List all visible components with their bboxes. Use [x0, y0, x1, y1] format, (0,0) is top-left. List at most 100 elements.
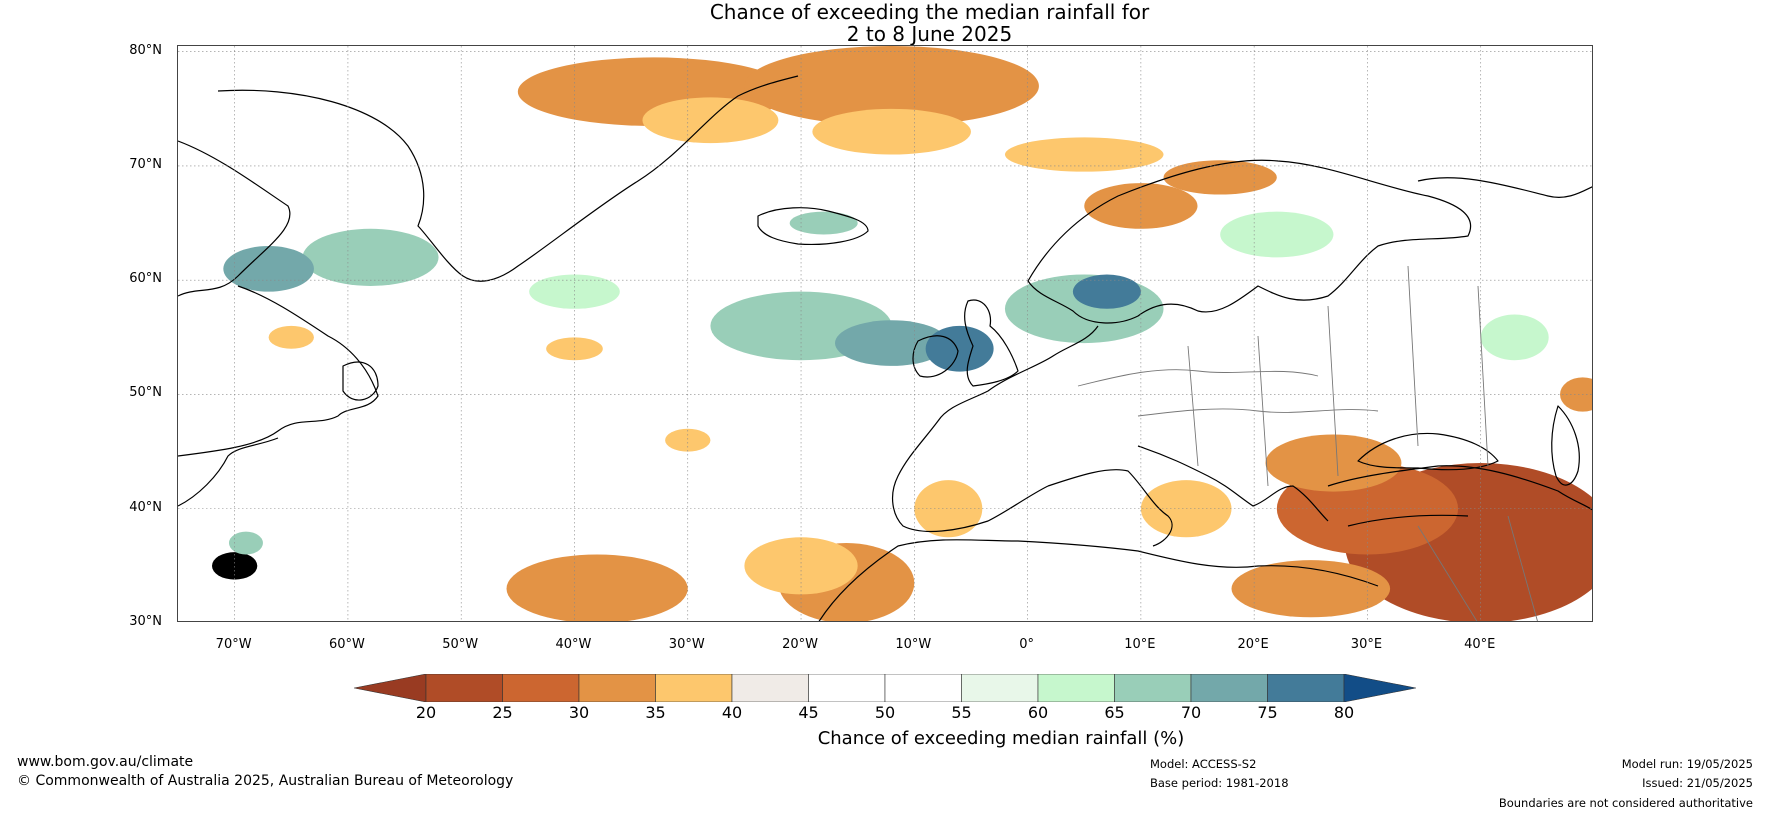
lon-tick-label: 30°W	[668, 637, 705, 652]
rainfall-region-28	[529, 371, 666, 418]
map-panel	[177, 45, 1593, 622]
coastline-mediterranean-north	[1047, 445, 1329, 547]
rainfall-region-13	[1072, 274, 1141, 309]
colorbar-tick-label: 75	[1257, 703, 1278, 722]
colorbar-segment-45	[808, 674, 886, 702]
rainfall-region-27	[427, 97, 518, 144]
rainfall-region-33	[665, 428, 711, 452]
lon-tick-label: 40°W	[555, 637, 592, 652]
colorbar-tick-label: 20	[415, 703, 437, 722]
coastline-ireland	[912, 335, 959, 378]
colorbar-extend-low	[354, 674, 427, 702]
footer-base-period: Base period: 1981-2018	[1150, 776, 1289, 790]
rainfall-region-2	[642, 97, 779, 144]
rainfall-region-14	[529, 274, 620, 309]
colorbar-tick-label: 25	[492, 703, 513, 722]
rainfall-region-32	[268, 325, 314, 349]
lon-tick-label: 60°W	[328, 637, 365, 652]
lon-tick-label: 0°	[1019, 637, 1034, 652]
colorbar-tick-label: 60	[1027, 703, 1049, 722]
rainfall-region-10	[835, 320, 949, 366]
map-title-line2: 2 to 8 June 2025	[846, 22, 1013, 46]
colorbar-tick-label: 30	[568, 703, 590, 722]
footer-boundaries-note: Boundaries are not considered authoritat…	[1498, 796, 1753, 810]
colorbar-segment-50	[884, 674, 962, 702]
colorbar-tick-label: 80	[1333, 703, 1355, 722]
lon-tick-label: 70°W	[215, 637, 252, 652]
lat-tick-label: 70°N	[129, 156, 162, 172]
footer-url: www.bom.gov.au/climate	[17, 754, 194, 770]
colorbar-tick-label: 40	[721, 703, 743, 722]
lon-tick-label: 20°E	[1237, 637, 1269, 652]
rainfall-region-4	[1004, 137, 1164, 172]
rainfall-region-22	[1265, 434, 1402, 492]
lon-tick-label: 50°W	[442, 637, 479, 652]
footer-issued: Issued: 21/05/2025	[1642, 776, 1753, 790]
lon-tick-label: 10°E	[1124, 637, 1156, 652]
lon-tick-label: 30°E	[1350, 637, 1383, 652]
colorbar-tick-label: 70	[1180, 703, 1202, 722]
rainfall-region-25	[914, 480, 983, 538]
colorbar	[354, 674, 1416, 702]
coastline-britain	[964, 299, 1019, 387]
rainfall-region-5	[1084, 183, 1198, 229]
coastline-iceland	[757, 207, 869, 246]
coastline-greenland	[217, 75, 799, 282]
rainfall-map	[178, 46, 1592, 621]
footer-model: Model: ACCESS-S2	[1150, 757, 1257, 771]
map-title-line1: Chance of exceeding the median rainfall …	[709, 0, 1150, 24]
rainfall-region-35	[1220, 211, 1334, 258]
rainfall-region-34	[789, 211, 858, 235]
rainfall-region-30	[1344, 143, 1481, 189]
rainfall-region-17	[506, 554, 688, 621]
colorbar-tick-label: 65	[1104, 703, 1125, 722]
coastline-turkey	[1327, 465, 1592, 527]
colorbar-segment-20	[425, 674, 503, 702]
coastline-scandinavia	[1027, 159, 1472, 324]
lon-tick-label: 40°E	[1464, 637, 1496, 652]
colorbar-segment-40	[731, 674, 809, 702]
colorbar-segment-55	[961, 674, 1039, 702]
coastline-europe-west	[891, 325, 1099, 533]
colorbar-extend-high	[1343, 674, 1416, 702]
coastline-us-east	[178, 437, 279, 507]
colorbar-tick-label: 50	[874, 703, 896, 722]
lon-tick-label: 20°W	[782, 637, 818, 652]
rainfall-region-26	[1560, 377, 1592, 412]
lon-tick-label: 10°W	[895, 637, 932, 652]
colorbar-segment-65	[1114, 674, 1192, 702]
colorbar-tick-label: 35	[645, 703, 666, 722]
borders-europe	[1077, 265, 1538, 621]
rainfall-region-11	[925, 325, 994, 372]
coastline-north-africa	[818, 539, 1379, 621]
rainfall-region-3	[812, 108, 971, 155]
lat-tick-label: 60°N	[129, 271, 162, 287]
colorbar-label: Chance of exceeding median rainfall (%)	[817, 728, 1185, 749]
lat-tick-label: 30°N	[129, 614, 162, 629]
colorbar-segment-30	[578, 674, 656, 702]
rainfall-region-29	[291, 428, 405, 475]
colorbar-segment-70	[1190, 674, 1268, 702]
rainfall-region-1	[744, 46, 1039, 126]
coastline-russia-arctic	[1417, 177, 1592, 198]
colorbar-tick-label: 45	[798, 703, 819, 722]
colorbar-segment-25	[502, 674, 580, 702]
coastline-newfoundland	[342, 361, 379, 401]
rainfall-region-19	[744, 537, 858, 595]
colorbar-segment-75	[1267, 674, 1345, 702]
rainfall-region-8	[223, 245, 314, 292]
colorbar-segment-35	[655, 674, 733, 702]
lat-tick-label: 50°N	[129, 385, 162, 401]
rainfall-region-7	[302, 228, 439, 286]
rainfall-region-36	[1480, 314, 1549, 361]
footer-model-run: Model run: 19/05/2025	[1621, 757, 1753, 771]
lat-tick-label: 80°N	[129, 42, 162, 58]
colorbar-segment-60	[1037, 674, 1115, 702]
rainfall-region-15	[211, 552, 258, 580]
rainfall-region-31	[546, 337, 603, 361]
colorbar-tick-label: 55	[951, 703, 972, 722]
rainfall-region-23	[1231, 560, 1391, 618]
rainfall-region-16	[228, 531, 263, 555]
rainfall-region-6	[1163, 160, 1277, 195]
coastline-black-sea	[1357, 432, 1499, 471]
